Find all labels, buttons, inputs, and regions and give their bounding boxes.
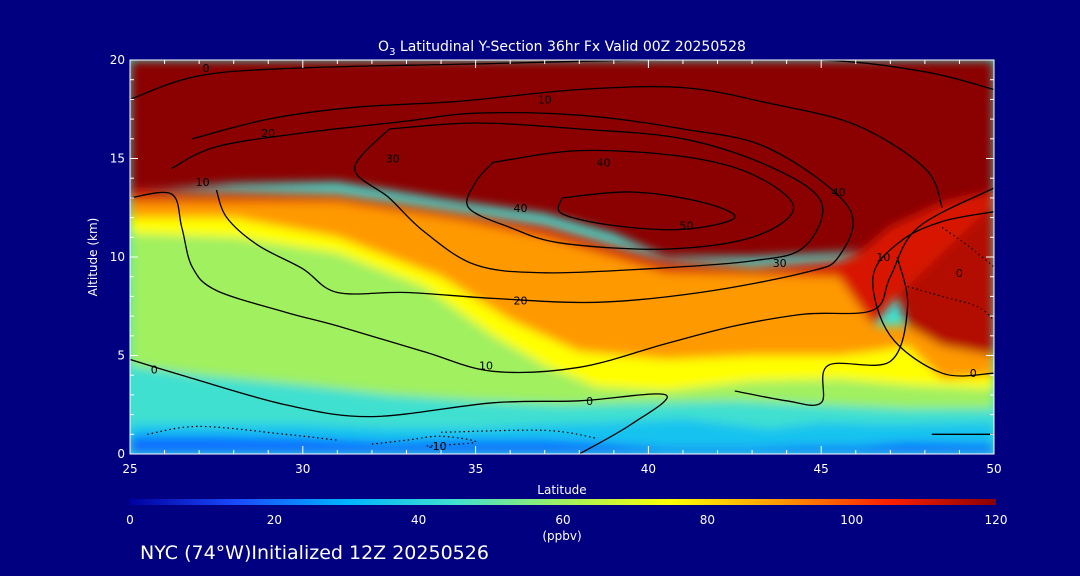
- y-axis-label: Altitude (km): [86, 218, 100, 297]
- contour-line-30: [353, 122, 824, 274]
- colorbar-tick-label: 20: [267, 513, 282, 527]
- contour-label: 50: [679, 220, 693, 233]
- contour-line-0: [130, 60, 994, 101]
- y-tick-label: 10: [110, 250, 125, 264]
- contour-line-40: [466, 149, 795, 250]
- contour-label: 10: [196, 176, 210, 189]
- contour-line-0: [130, 358, 668, 454]
- contour-label: 0: [956, 267, 963, 280]
- x-tick-label: 50: [986, 462, 1001, 476]
- contour-line-10: [130, 187, 994, 374]
- colorbar-ticks: 0 20 40 60 80 100 120: [126, 513, 1007, 527]
- field-band: [130, 365, 994, 429]
- x-tick-label: 30: [295, 462, 310, 476]
- x-tick-label: 45: [814, 462, 829, 476]
- colorbar-unit: (ppbv): [542, 529, 581, 543]
- contour-label: 10: [538, 93, 552, 106]
- y-tick-label: 0: [117, 447, 125, 461]
- y-tick-label: 20: [110, 53, 125, 67]
- contour-label: 20: [261, 127, 275, 140]
- axes: 25 30 35 40 45 50 0 5 10 15 20: [110, 53, 1002, 476]
- contour-labels: 0 0 0 0 0 10 10 10 10 20 20 30 30 40 40 40 50 -10: [151, 62, 977, 453]
- contour-line-neg10: [147, 425, 338, 441]
- contour-line-neg10: [907, 286, 994, 321]
- field-band: [130, 60, 994, 257]
- contour-label: 30: [773, 257, 787, 270]
- contour-label: 0: [970, 367, 977, 380]
- contour-label: 20: [514, 294, 528, 307]
- colorbar-tick-label: 40: [411, 513, 426, 527]
- x-tick-label: 35: [468, 462, 483, 476]
- colorbar-tick-label: 120: [985, 513, 1008, 527]
- y-tick-label: 5: [117, 349, 125, 363]
- contour-label: 40: [514, 202, 528, 215]
- contour-label: 0: [151, 363, 158, 376]
- colorbar-tick-label: 80: [700, 513, 715, 527]
- contour-line-neg10: [371, 435, 477, 447]
- run-info: NYC (74°W)Initialized 12Z 20250526: [140, 542, 489, 564]
- field-band: [130, 418, 994, 449]
- contour-line-0: [734, 256, 909, 406]
- colorbar: [130, 499, 996, 505]
- field-band: [130, 233, 994, 409]
- contour-line-10: [192, 85, 943, 209]
- colorbar-tick-label: 100: [840, 513, 863, 527]
- x-axis-label: Latitude: [537, 483, 586, 497]
- contour-line-20: [171, 112, 854, 304]
- contour-line-50: [557, 191, 736, 231]
- colorbar-tick-label: 0: [126, 513, 134, 527]
- contour-line-neg10: [440, 429, 597, 439]
- colorbar-tick-label: 60: [555, 513, 570, 527]
- contour-label: -10: [429, 440, 447, 453]
- field-band: [130, 436, 994, 454]
- x-tick-label: 40: [641, 462, 656, 476]
- contour-label: 30: [386, 153, 400, 166]
- field-band: [897, 203, 994, 356]
- contour-label: 40: [597, 156, 611, 169]
- chart-title: O3 Latitudinal Y-Section 36hr Fx Valid 0…: [378, 39, 746, 58]
- x-tick-label: 25: [122, 462, 137, 476]
- contour-label: 10: [876, 251, 890, 264]
- field-band: [130, 201, 994, 380]
- contour-label: 0: [586, 395, 593, 408]
- field-band: [130, 217, 994, 391]
- contour-label: 0: [203, 62, 210, 75]
- contour-label: 10: [479, 359, 493, 372]
- ozone-contours: [130, 60, 994, 454]
- y-tick-label: 15: [110, 152, 125, 166]
- contour-label: 40: [832, 186, 846, 199]
- ozone-field: [130, 60, 994, 454]
- contour-line-0: [872, 211, 994, 377]
